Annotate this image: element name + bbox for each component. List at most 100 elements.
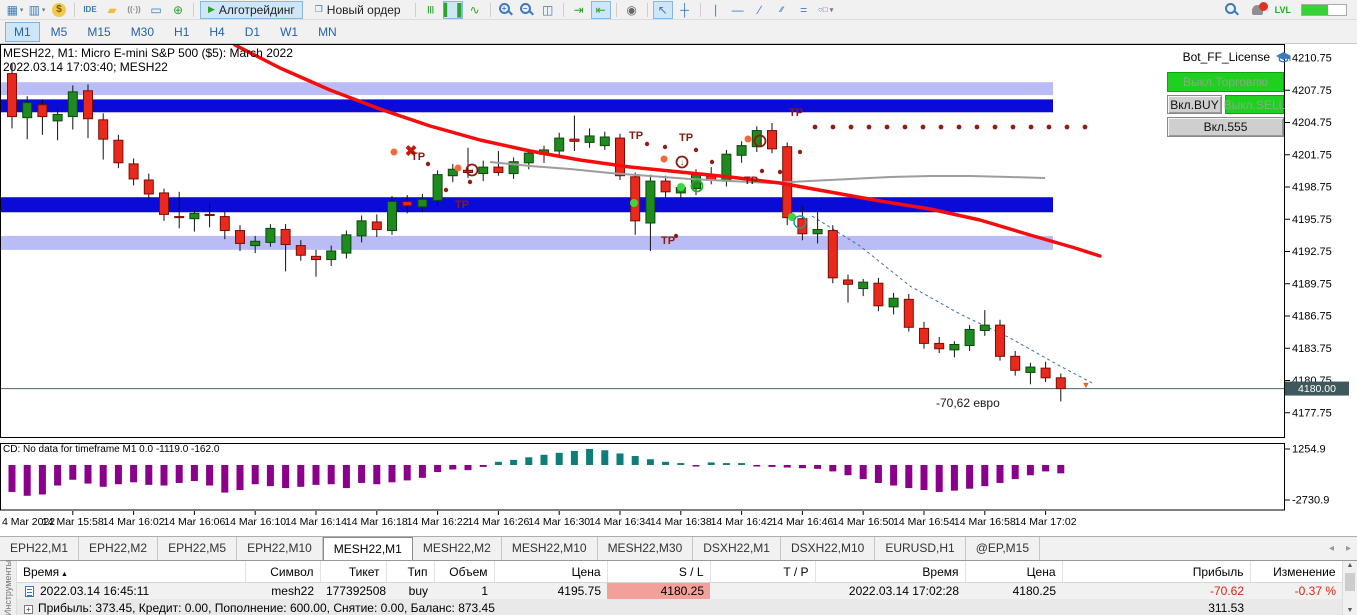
tp-label: TP	[661, 235, 675, 247]
timeframe-mn[interactable]: MN	[318, 24, 337, 39]
toolbar-separator	[74, 2, 75, 17]
crosshair-icon[interactable]: ┼	[680, 2, 689, 17]
chart-tab-mesh22-m2[interactable]: MESH22,M2	[413, 537, 502, 560]
chart-tab-eph22-m10[interactable]: EPH22,M10	[237, 537, 323, 560]
column-header-0[interactable]: Время ▲	[17, 561, 246, 583]
tab-scroll-right-icon[interactable]: ▸	[1345, 543, 1351, 554]
candle-body	[873, 282, 884, 307]
toggle-trade-button[interactable]: Выкл.Торговлю	[1167, 72, 1284, 92]
chart-tab-dsxh22-m1[interactable]: DSXH22,M1	[693, 537, 781, 560]
add-broker-icon[interactable]: ⊕	[172, 2, 184, 17]
signal-dot	[443, 187, 449, 193]
tile-windows-icon[interactable]: ◫	[541, 2, 554, 17]
chart-tab-mesh22-m1[interactable]: MESH22,M1	[322, 537, 413, 560]
macd-tick-label: 1254.9	[1292, 444, 1326, 456]
cursor-icon[interactable]: ↖	[652, 0, 673, 19]
column-header-10[interactable]: Прибыль	[1062, 561, 1251, 583]
candle-body	[219, 216, 230, 232]
line-chart-type-icon[interactable]: ∿	[469, 2, 480, 17]
virtual-hosting-icon[interactable]: ▭	[150, 2, 162, 17]
macd-bar	[1026, 465, 1034, 476]
column-header-4[interactable]: Объем	[434, 561, 495, 583]
mode-555-button[interactable]: Вкл.555	[1167, 117, 1284, 137]
ide-icon[interactable]: IDE	[83, 5, 97, 14]
macd-bar	[130, 465, 138, 483]
scroll-down-icon[interactable]: ▼	[1346, 607, 1354, 614]
scroll-thumb[interactable]	[1345, 573, 1355, 591]
candle-body	[387, 201, 397, 232]
trendline-icon[interactable]: ∕	[758, 2, 761, 17]
column-header-9[interactable]: Цена	[965, 561, 1063, 583]
candle-body	[569, 138, 580, 142]
column-header-1[interactable]: Символ	[245, 561, 321, 583]
channel-icon[interactable]: ∕∕	[780, 5, 783, 14]
toolbar-separator	[615, 2, 617, 17]
timeframe-d1[interactable]: D1	[244, 24, 261, 39]
bars-chart-type-icon[interactable]: |||	[427, 5, 434, 14]
search-icon[interactable]	[1224, 3, 1236, 14]
column-header-7[interactable]: T / P	[710, 561, 816, 583]
timeframe-h1[interactable]: H1	[174, 24, 190, 39]
signal-icon[interactable]: ((·))	[127, 5, 141, 14]
chart-profiles-icon[interactable]: ▥ ▾	[28, 2, 46, 17]
algo-trading-button[interactable]: ▶ Алготрейдинг	[200, 0, 303, 19]
zoom-in-icon[interactable]: +	[498, 3, 510, 14]
timeframe-m5[interactable]: M5	[50, 24, 68, 39]
position-row[interactable]: 2022.03.14 16:45:11 mesh22 177392508 buy 1 41…	[17, 582, 1342, 599]
timeframe-m1[interactable]: M1	[5, 21, 40, 42]
toolbar-separator	[562, 2, 564, 17]
timeframe-m15[interactable]: M15	[87, 24, 111, 39]
folder-icon[interactable]: ▰	[107, 2, 117, 17]
timeframe-h4[interactable]: H4	[209, 24, 225, 39]
column-header-2[interactable]: Тикет	[320, 561, 387, 583]
candle-body	[964, 328, 975, 347]
notifications-icon[interactable]	[1251, 1, 1268, 15]
equidistant-channel-icon[interactable]: =	[800, 2, 808, 17]
chart-tab-mesh22-m10[interactable]: MESH22,M10	[502, 537, 598, 560]
chart-tab--ep-m15[interactable]: @EP,M15	[966, 537, 1041, 560]
candle-body	[508, 161, 519, 175]
column-header-3[interactable]: Тип	[386, 561, 435, 583]
candles-chart-type-icon[interactable]: ▍▐	[442, 0, 463, 19]
chart-tab-eurusd-h1[interactable]: EURUSD,H1	[875, 537, 966, 560]
chart-tab-eph22-m1[interactable]: EPH22,M1	[0, 537, 80, 560]
macd-bar	[859, 465, 867, 480]
macd-bar	[494, 461, 502, 465]
column-header-6[interactable]: S / L	[607, 561, 711, 583]
tab-scroll-left-icon[interactable]: ◂	[1328, 543, 1334, 554]
macd-bar	[570, 450, 578, 465]
chart-tab-dsxh22-m10[interactable]: DSXH22,M10	[781, 537, 876, 560]
timeframe-w1[interactable]: W1	[280, 24, 299, 39]
summary-empty-cell	[1250, 599, 1342, 615]
macd-bar	[555, 452, 563, 465]
horizontal-line-icon[interactable]: ―	[731, 2, 744, 17]
macd-bar	[434, 465, 442, 473]
chart-shift-icon[interactable]: ⇤	[590, 0, 611, 19]
current-price-label: 4180.00	[1298, 383, 1336, 395]
macd-bar	[175, 465, 183, 483]
disable-sell-button[interactable]: Выкл.SELL	[1224, 95, 1285, 114]
chart-tab-eph22-m2[interactable]: EPH22,M2	[79, 537, 159, 560]
table-scrollbar[interactable]: ▲ ▼	[1342, 561, 1357, 615]
column-header-8[interactable]: Время	[815, 561, 966, 583]
zoom-out-icon[interactable]: −	[519, 3, 531, 14]
enable-buy-button[interactable]: Вкл.BUY	[1167, 95, 1222, 114]
position-doc-icon	[25, 585, 34, 597]
new-order-button[interactable]: ❒ Новый ордер	[307, 1, 409, 19]
column-header-5[interactable]: Цена	[494, 561, 608, 583]
market-watch-icon[interactable]: $	[52, 2, 66, 17]
scroll-up-icon[interactable]: ▲	[1346, 562, 1354, 569]
expand-icon[interactable]: +	[24, 604, 33, 614]
macd-indicator-label: CD: No data for timeframe M1 0.0 -1119.0…	[3, 444, 220, 455]
timeframe-m30[interactable]: M30	[130, 24, 155, 39]
new-chart-icon[interactable]: ▦ ▾	[6, 2, 24, 17]
vertical-line-icon[interactable]: ∣	[712, 2, 719, 17]
chart-tab-eph22-m5[interactable]: EPH22,M5	[158, 537, 238, 560]
chart-tab-mesh22-m30[interactable]: MESH22,M30	[598, 537, 694, 560]
shapes-icon[interactable]: ○□ ▾	[818, 5, 834, 14]
price-chart-canvas[interactable]: ↓ ↓ ↓ ↑ ✖ ▼ TP TP TP TP TP TP TP 4210.75 4207.75 4204.7…	[0, 43, 1357, 536]
screenshot-icon[interactable]: ◉	[626, 2, 637, 17]
column-header-11[interactable]: Изменение	[1250, 561, 1343, 583]
macd-bar	[996, 465, 1004, 483]
auto-scroll-icon[interactable]: ⇥	[573, 2, 584, 17]
